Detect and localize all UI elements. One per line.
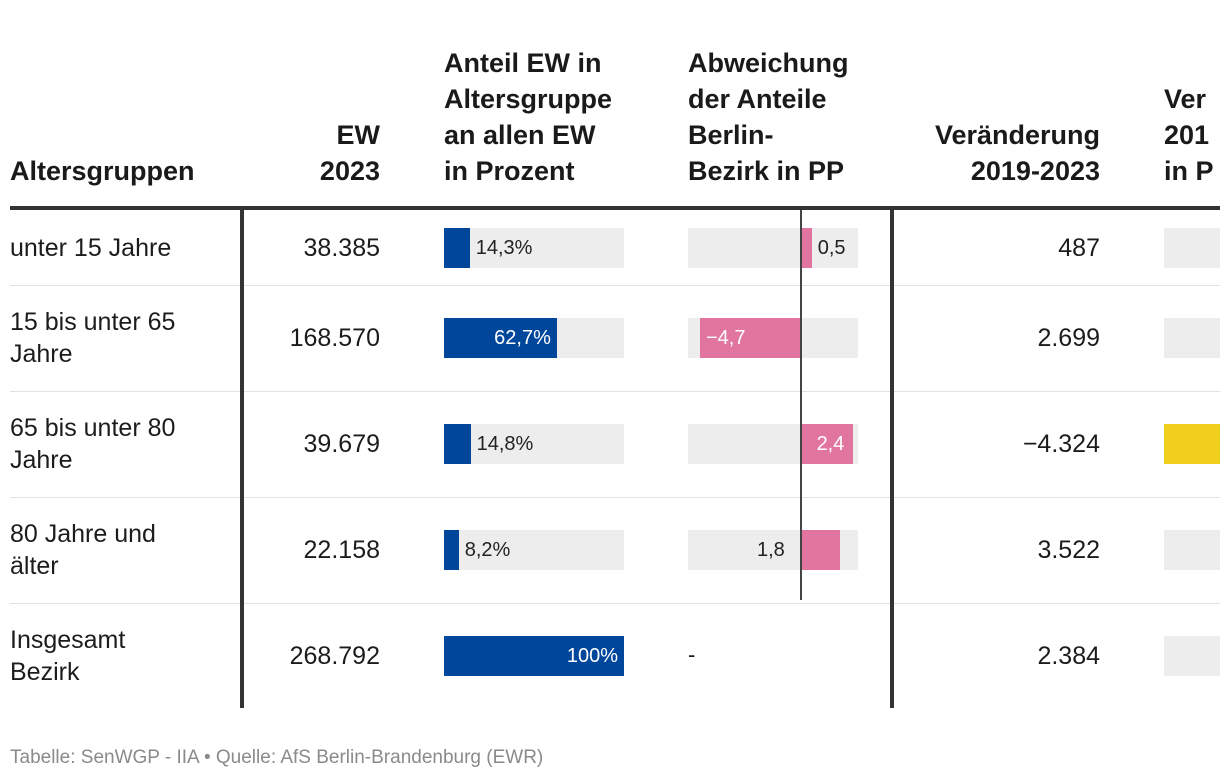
veraenderung-value: 3.522 bbox=[1037, 536, 1100, 564]
row-label: 65 bis unter 80 Jahre bbox=[10, 414, 176, 474]
veraenderung-value: 2.384 bbox=[1037, 642, 1100, 670]
abweichung-bar bbox=[700, 318, 801, 358]
abweichung-bar bbox=[801, 530, 840, 570]
anteil-bar bbox=[444, 227, 470, 268]
row-divider bbox=[10, 603, 1220, 604]
header-veraenderung: Veränderung 2019-2023 bbox=[934, 120, 1100, 186]
header-veraenderung-prozent: Ver 201 in P bbox=[1164, 84, 1214, 186]
veraenderung-prozent-track bbox=[1164, 530, 1220, 570]
veraenderung-value: 2.699 bbox=[1037, 324, 1100, 352]
anteil-label: 62,7% bbox=[494, 327, 551, 349]
source-footer: Tabelle: SenWGP - IIA • Quelle: AfS Berl… bbox=[10, 747, 544, 768]
ew-value: 22.158 bbox=[303, 536, 380, 564]
abweichung-label: 1,8 bbox=[757, 539, 785, 561]
row-label: 80 Jahre und älter bbox=[10, 520, 156, 580]
abweichung-label: −4,7 bbox=[706, 327, 746, 349]
ew-value: 168.570 bbox=[289, 324, 380, 352]
veraenderung-value: −4.324 bbox=[1022, 430, 1100, 458]
abweichung-label: 0,5 bbox=[817, 236, 846, 259]
anteil-track: 100% bbox=[444, 636, 624, 676]
anteil-bar bbox=[444, 530, 459, 570]
ew-value: 268.792 bbox=[289, 642, 380, 670]
anteil-label: 14,3% bbox=[475, 236, 533, 259]
column-divider-2 bbox=[890, 210, 894, 708]
abweichung-label: 2,4 bbox=[816, 433, 845, 455]
row-divider bbox=[10, 391, 1220, 392]
anteil-label: 14,8% bbox=[476, 433, 534, 455]
veraenderung-prozent-track bbox=[1164, 227, 1220, 268]
header-divider bbox=[10, 206, 1220, 210]
header-anteil: Anteil EW in Altersgruppe an allen EW in… bbox=[444, 48, 613, 186]
row-label: Insgesamt Bezirk bbox=[10, 626, 126, 686]
ew-value: 38.385 bbox=[303, 233, 380, 262]
abweichung-bar bbox=[801, 227, 812, 268]
row-divider bbox=[10, 285, 1220, 286]
anteil-track: 14,8% bbox=[444, 424, 624, 464]
abweichung-bar bbox=[801, 424, 853, 464]
anteil-bar bbox=[444, 318, 557, 358]
anteil-track: 14,3% bbox=[444, 227, 624, 268]
anteil-bar bbox=[444, 636, 624, 676]
anteil-track: 8,2% bbox=[444, 530, 624, 570]
abweichung-zero-axis bbox=[800, 210, 802, 600]
header-altersgruppen: Altersgruppen bbox=[10, 156, 195, 186]
veraenderung-prozent-track bbox=[1164, 424, 1220, 464]
row-divider bbox=[10, 497, 1220, 498]
veraenderung-value: 487 bbox=[1058, 233, 1100, 262]
anteil-bar bbox=[444, 424, 471, 464]
ew-value: 39.679 bbox=[303, 430, 380, 458]
row-label: unter 15 Jahre bbox=[10, 233, 172, 262]
anteil-label: 8,2% bbox=[464, 539, 511, 561]
anteil-label: 100% bbox=[566, 645, 618, 667]
abweichung-empty: - bbox=[688, 642, 696, 667]
row-label: 15 bis unter 65 Jahre bbox=[10, 308, 176, 368]
column-divider-1 bbox=[240, 210, 244, 708]
veraenderung-prozent-track bbox=[1164, 318, 1220, 358]
anteil-track: 62,7% bbox=[444, 318, 624, 358]
abweichung-track bbox=[688, 227, 858, 268]
header-ew-2023: EW 2023 bbox=[319, 120, 380, 186]
veraenderung-prozent-track bbox=[1164, 636, 1220, 676]
header-abweichung: Abweichung der Anteile Berlin- Bezirk in… bbox=[688, 48, 849, 186]
